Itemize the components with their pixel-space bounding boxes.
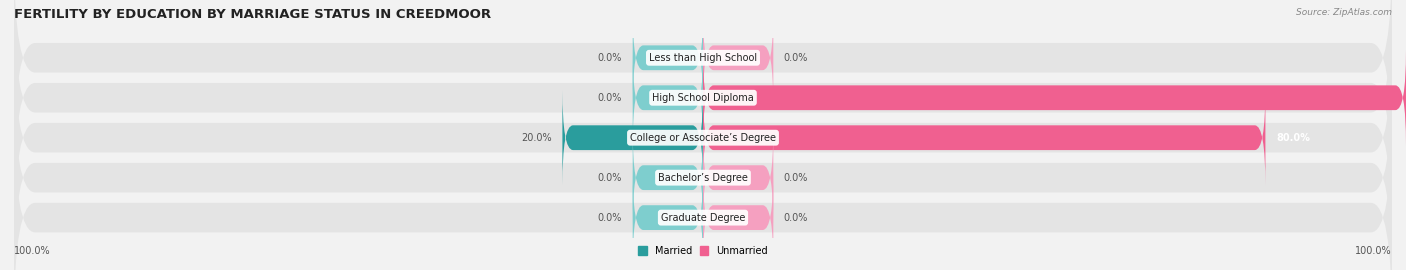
FancyBboxPatch shape [703,10,773,105]
FancyBboxPatch shape [633,170,703,265]
Text: College or Associate’s Degree: College or Associate’s Degree [630,133,776,143]
FancyBboxPatch shape [703,130,773,225]
FancyBboxPatch shape [703,50,1406,145]
Text: Graduate Degree: Graduate Degree [661,212,745,223]
Text: 0.0%: 0.0% [785,53,808,63]
FancyBboxPatch shape [14,73,1392,270]
FancyBboxPatch shape [633,50,703,145]
FancyBboxPatch shape [633,10,703,105]
FancyBboxPatch shape [633,130,703,225]
Legend: Married, Unmarried: Married, Unmarried [634,242,772,259]
Text: 100.0%: 100.0% [1355,246,1392,256]
Text: 0.0%: 0.0% [598,53,621,63]
Text: High School Diploma: High School Diploma [652,93,754,103]
FancyBboxPatch shape [14,33,1392,243]
FancyBboxPatch shape [562,90,703,185]
Text: 100.0%: 100.0% [14,246,51,256]
Text: 0.0%: 0.0% [598,212,621,223]
Text: FERTILITY BY EDUCATION BY MARRIAGE STATUS IN CREEDMOOR: FERTILITY BY EDUCATION BY MARRIAGE STATU… [14,8,491,21]
FancyBboxPatch shape [703,90,1265,185]
Text: 20.0%: 20.0% [522,133,551,143]
Text: 80.0%: 80.0% [1277,133,1310,143]
FancyBboxPatch shape [14,0,1392,163]
Text: 0.0%: 0.0% [598,93,621,103]
FancyBboxPatch shape [703,170,773,265]
FancyBboxPatch shape [14,113,1392,270]
Text: Less than High School: Less than High School [650,53,756,63]
Text: Bachelor’s Degree: Bachelor’s Degree [658,173,748,183]
FancyBboxPatch shape [14,0,1392,203]
Text: Source: ZipAtlas.com: Source: ZipAtlas.com [1296,8,1392,17]
Text: 0.0%: 0.0% [785,212,808,223]
Text: 0.0%: 0.0% [785,173,808,183]
Text: 0.0%: 0.0% [598,173,621,183]
